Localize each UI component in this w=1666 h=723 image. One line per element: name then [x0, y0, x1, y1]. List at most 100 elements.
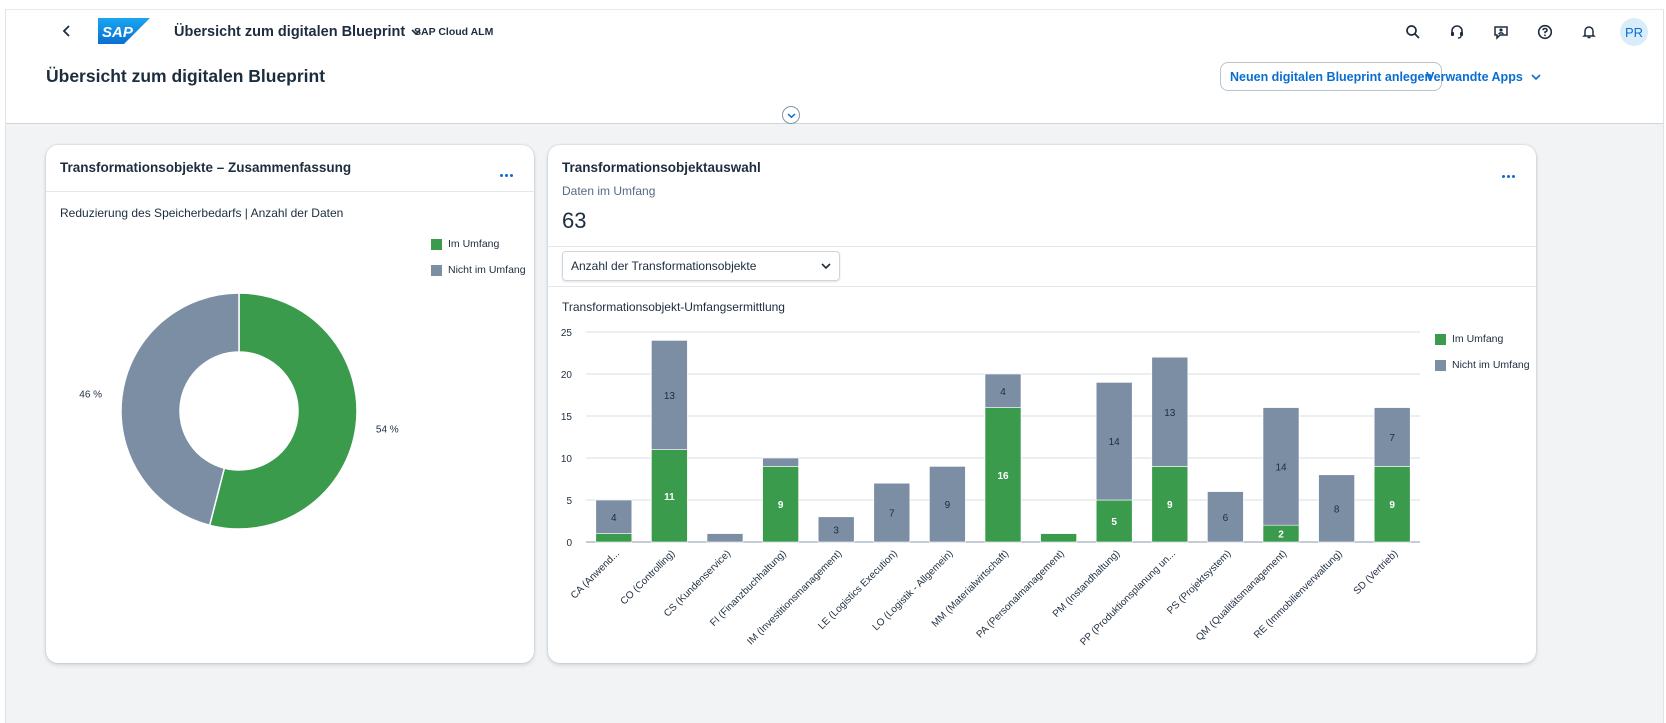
x-tick-label: CA (Anwend... — [569, 548, 622, 601]
bar-not-in-scope — [929, 466, 966, 543]
summary-card: Transformationsobjekte – Zusammenfassung… — [46, 145, 534, 663]
y-tick-label: 25 — [561, 328, 573, 339]
sap-logo[interactable]: SAP — [98, 18, 150, 49]
app-frame: SAP Übersicht zum digitalen Blueprint SA… — [5, 9, 1664, 723]
bar-not-in-scope — [651, 340, 688, 450]
dot — [509, 173, 513, 177]
sap-logo-icon: SAP — [98, 18, 150, 44]
data-label: 7 — [889, 509, 895, 520]
app-subtitle: SAP Cloud ALM — [414, 26, 494, 38]
data-label: 3 — [833, 525, 839, 536]
data-label: 13 — [664, 391, 676, 402]
x-tick-label: CO (Controlling) — [619, 548, 678, 607]
page-title: Übersicht zum digitalen Blueprint — [46, 66, 326, 86]
data-label: 8 — [1334, 504, 1340, 515]
legend-item-not-in-scope[interactable]: Nicht im Umfang — [1435, 359, 1530, 371]
feedback-icon — [1494, 26, 1508, 40]
search-icon — [1406, 25, 1420, 39]
header-collapse-button[interactable] — [782, 106, 800, 124]
data-label: 16 — [997, 471, 1009, 482]
y-tick-label: 20 — [561, 370, 573, 381]
x-tick-label: QM (Qualitätsmanagement) — [1194, 548, 1289, 643]
app-title-menu[interactable]: Übersicht zum digitalen Blueprint — [174, 24, 421, 40]
bar-in-scope — [1373, 466, 1411, 543]
legend-swatch — [1435, 333, 1446, 345]
donut-subtitle: Reduzierung des Speicherbedarfs | Anzahl… — [60, 206, 344, 220]
card-divider — [548, 246, 1536, 247]
back-button[interactable] — [58, 22, 76, 40]
dot — [1506, 174, 1510, 178]
bar-in-scope — [595, 533, 633, 543]
bar-not-in-scope — [873, 482, 911, 543]
x-tick-label: RE (Immobilienverwaltung) — [1252, 548, 1345, 641]
measure-select[interactable]: Anzahl der Transformationsobjekte — [562, 251, 840, 281]
selection-card-title: Transformationsobjektauswahl — [562, 160, 761, 175]
support-button[interactable] — [1444, 19, 1470, 45]
svg-text:SAP: SAP — [102, 24, 134, 41]
help-button[interactable] — [1532, 19, 1558, 45]
selection-card: Transformationsobjektauswahl Daten im Um… — [548, 145, 1536, 663]
dot — [1501, 174, 1505, 178]
data-label: 9 — [1167, 500, 1173, 511]
search-button[interactable] — [1400, 19, 1426, 45]
user-avatar[interactable]: PR — [1620, 18, 1648, 46]
support-icon — [1451, 25, 1463, 39]
card-divider — [46, 191, 534, 192]
legend-label: Nicht im Umfang — [1452, 359, 1530, 371]
x-tick-label: PP (Produktionsplanung un... — [1078, 548, 1178, 648]
legend-item-in-scope[interactable]: Im Umfang — [431, 238, 499, 250]
y-tick-label: 0 — [566, 538, 572, 549]
bar-not-in-scope — [762, 457, 799, 467]
data-label: 13 — [1164, 408, 1176, 419]
bar-not-in-scope — [1207, 491, 1244, 543]
bar-not-in-scope — [1151, 356, 1189, 467]
bar-in-scope — [984, 407, 1022, 543]
dot — [1511, 174, 1515, 178]
bar-not-in-scope — [1095, 382, 1133, 501]
data-label: 9 — [1389, 500, 1395, 511]
bar-not-in-scope — [595, 499, 633, 534]
x-tick-label: IM (Investitionsmanagement) — [745, 548, 844, 647]
dot — [504, 173, 508, 177]
bar-in-scope — [1151, 466, 1189, 543]
y-tick-label: 5 — [566, 496, 572, 507]
chevron-down-icon — [1531, 73, 1541, 80]
bar-not-in-scope — [1318, 474, 1355, 543]
more-button[interactable] — [495, 167, 517, 183]
bar-in-scope — [1095, 499, 1133, 543]
notifications-button[interactable] — [1576, 19, 1602, 45]
data-label: 9 — [778, 500, 784, 511]
bar-in-scope — [762, 466, 799, 543]
shell-bar: SAP Übersicht zum digitalen Blueprint SA… — [6, 10, 1663, 54]
data-label: 6 — [1223, 513, 1229, 524]
feedback-button[interactable] — [1488, 19, 1514, 45]
donut-chart: 54 % 46 % — [79, 292, 399, 530]
data-label: 4 — [1000, 387, 1006, 398]
bar-not-in-scope — [706, 533, 744, 543]
bar-chart-title: Transformationsobjekt-Umfangsermittlung — [562, 300, 785, 314]
card-divider — [548, 286, 1536, 287]
shell-actions: PR — [1400, 18, 1648, 46]
slice-label: 54 % — [376, 424, 399, 435]
chevron-down-icon — [411, 29, 421, 36]
bar-not-in-scope — [984, 373, 1022, 408]
more-button[interactable] — [1497, 168, 1519, 184]
legend-item-in-scope[interactable]: Im Umfang — [1435, 333, 1503, 345]
bar-in-scope — [651, 449, 688, 543]
donut-slice — [208, 292, 358, 530]
legend-swatch — [1435, 359, 1446, 371]
related-apps-button[interactable]: Verwandte Apps — [1426, 62, 1541, 91]
kpi-label: Daten im Umfang — [562, 184, 656, 198]
dot — [499, 173, 503, 177]
bar-not-in-scope — [1373, 407, 1411, 467]
data-label: 5 — [1111, 517, 1117, 528]
data-label: 9 — [945, 500, 951, 511]
donut-slice — [120, 292, 240, 527]
notifications-icon — [1582, 26, 1596, 39]
chevron-down-icon — [786, 112, 796, 118]
summary-card-title: Transformationsobjekte – Zusammenfassung — [60, 160, 352, 175]
legend-item-not-in-scope[interactable]: Nicht im Umfang — [431, 264, 526, 276]
y-tick-label: 15 — [561, 412, 573, 423]
new-blueprint-button[interactable]: Neuen digitalen Blueprint anlegen — [1220, 62, 1443, 91]
